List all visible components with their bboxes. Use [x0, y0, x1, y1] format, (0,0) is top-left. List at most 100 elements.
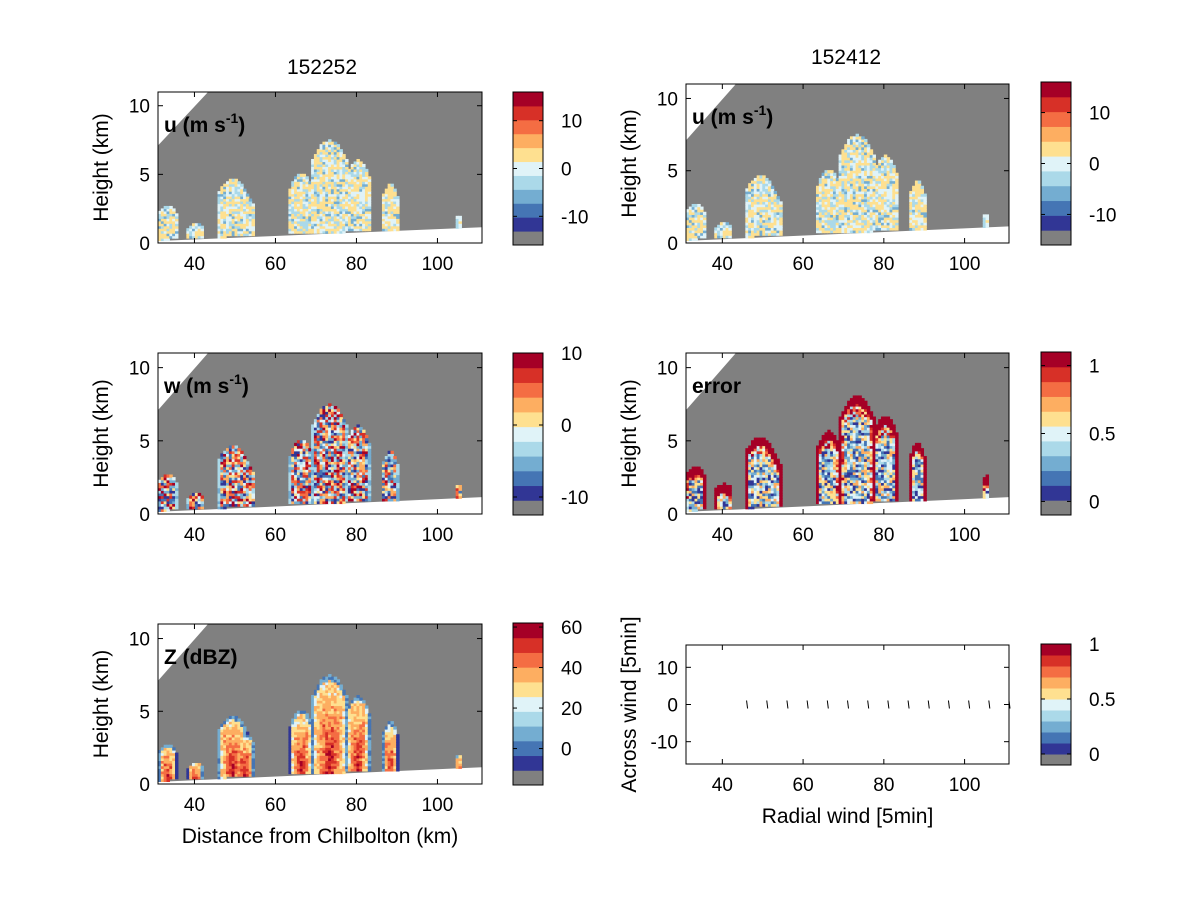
colorbar-segment	[1041, 485, 1071, 501]
colorbar: 10 0 -10	[512, 344, 588, 516]
unscanned-bottom	[686, 226, 1009, 243]
y-tick-label: 10	[129, 359, 150, 380]
x-tick-label: 40	[184, 254, 205, 275]
colorbar-frame	[1040, 643, 1072, 766]
colorbar-segment	[513, 485, 543, 501]
colorbar-segment	[1041, 82, 1071, 98]
x-tick-label: 60	[793, 525, 814, 546]
colorbar-tick-label: 0	[1089, 745, 1100, 766]
colorbar-tick-label: 10	[1089, 104, 1110, 125]
wind-vector	[847, 700, 849, 709]
unscanned-bottom	[158, 497, 482, 514]
y-tick-label: 10	[129, 97, 150, 118]
colorbar-segment	[1041, 666, 1071, 678]
field-annotation: u (m s-1)	[692, 102, 773, 129]
unscanned-top	[686, 84, 736, 141]
x-tick-label: 60	[265, 525, 286, 546]
colorbar: 60 40 20 0	[512, 618, 582, 786]
wind-vector	[766, 700, 769, 709]
x-tick-label: 100	[422, 254, 454, 275]
colorbar-tick-label: -10	[561, 488, 588, 509]
colorbar-segment	[1041, 688, 1071, 700]
x-tick-label: 60	[793, 254, 814, 275]
axes-frame	[685, 352, 1010, 515]
heatmap-cells	[158, 403, 462, 512]
wind-vector	[988, 700, 991, 709]
colorbar-tick-label: -10	[561, 207, 588, 228]
colorbar-segment	[513, 681, 543, 698]
wind-vector	[947, 700, 950, 709]
y-axis-label: Across wind [5min]	[618, 616, 641, 792]
field-annotation: w (m s-1)	[163, 371, 249, 398]
colorbar-segment	[513, 231, 543, 245]
heatmap-cells	[158, 674, 462, 782]
colorbar-tick-label: 10	[561, 112, 582, 133]
plot-area	[158, 92, 482, 243]
colorbar-segment	[513, 147, 543, 163]
colorbar-segment	[1041, 710, 1071, 722]
colorbar-segment	[1041, 396, 1071, 412]
colorbar-segment	[513, 175, 543, 190]
panel-title: 152412	[811, 46, 881, 69]
x-tick-label: 60	[265, 795, 286, 816]
colorbar-frame	[512, 622, 544, 786]
wind-vector	[907, 700, 910, 709]
x-tick-label: 100	[422, 525, 454, 546]
colorbar-segment	[1041, 754, 1071, 765]
y-axis-label: Height (km)	[618, 109, 641, 218]
colorbar-segment	[513, 367, 543, 383]
heatmap-cells	[686, 133, 990, 241]
wind-vector	[786, 700, 789, 709]
panel-title: 152252	[287, 56, 357, 79]
wind-vector	[826, 700, 829, 709]
annotation-text: Z (dBZ)	[164, 646, 237, 669]
x-tick-label: 80	[873, 525, 894, 546]
wind-vector	[806, 700, 809, 709]
annotation-text: u (m s	[164, 114, 226, 137]
wind-vector	[887, 700, 890, 709]
colorbar-segment	[1041, 732, 1071, 744]
colorbar-segment	[1041, 470, 1071, 486]
y-tick-label: 5	[139, 702, 150, 723]
colorbar-segment	[513, 133, 543, 149]
colorbar-segment	[513, 711, 543, 727]
colorbar: 10 0 -10	[512, 91, 588, 246]
colorbar-segment	[1041, 677, 1071, 689]
annotation-superscript: -1	[754, 102, 767, 118]
plot-area	[158, 624, 482, 784]
x-tick-label: 100	[422, 795, 454, 816]
y-tick-label: 5	[667, 432, 678, 453]
colorbar-segment	[1041, 96, 1071, 113]
colorbar-segment	[513, 397, 543, 413]
wind-vector	[927, 700, 930, 709]
colorbar-segment	[1041, 411, 1071, 427]
y-tick-label: 10	[129, 630, 150, 651]
y-tick-label: 5	[667, 162, 678, 183]
colorbar-segment	[513, 105, 543, 121]
colorbar-tick-label: 0	[561, 740, 572, 761]
y-tick-label: 0	[139, 775, 150, 796]
colorbar-segment	[513, 92, 543, 107]
colorbar-segment	[513, 770, 543, 785]
colorbar-segment	[513, 500, 543, 515]
field-annotation: Z (dBZ)	[164, 646, 237, 669]
colorbar-segment	[513, 161, 543, 176]
colorbar-segment	[1041, 366, 1071, 383]
colorbar-segment	[513, 441, 543, 457]
colorbar-segment	[1041, 111, 1071, 127]
colorbar-tick-label: -10	[1089, 205, 1116, 226]
unscanned-top	[158, 624, 209, 681]
colorbar-tick-label: 0	[561, 416, 572, 437]
colorbar-tick-label: 0	[561, 160, 572, 181]
annotation-text: w (m s	[163, 375, 229, 398]
colorbar: 10.50	[1040, 635, 1115, 766]
colorbar-segment	[1041, 230, 1071, 245]
colorbar-segment	[513, 623, 543, 639]
axes-frame	[157, 91, 483, 244]
colorbar-segment	[1041, 352, 1071, 368]
colorbar-segment	[513, 411, 543, 428]
colorbar-segment	[513, 652, 543, 668]
plot-area	[158, 353, 482, 514]
